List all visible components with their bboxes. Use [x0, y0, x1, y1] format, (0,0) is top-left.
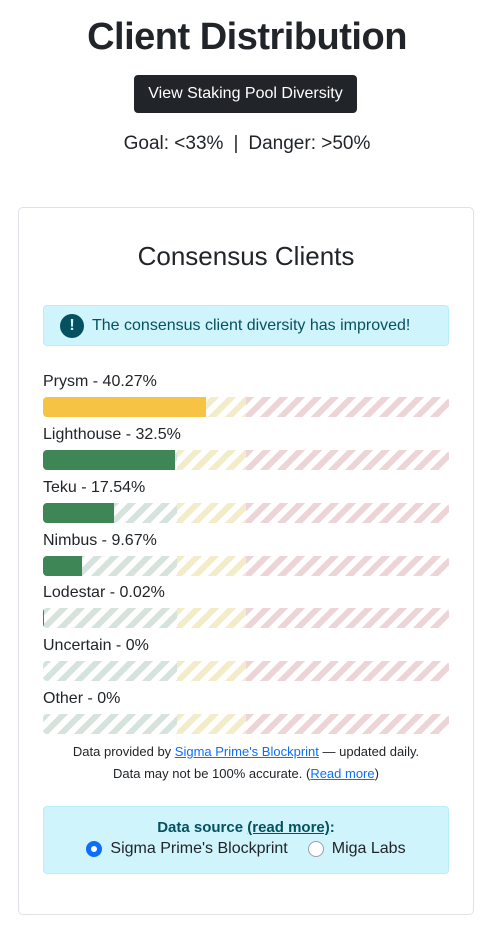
warning-zone	[176, 556, 246, 576]
client-lighthouse: Lighthouse - 32.5%	[43, 425, 449, 470]
progress-fill	[43, 450, 175, 470]
progress-bar	[43, 608, 449, 628]
danger-zone	[245, 661, 449, 681]
client-label: Nimbus - 9.67%	[43, 532, 157, 549]
accuracy-note-close: )	[374, 766, 379, 781]
good-zone	[43, 608, 177, 628]
client-teku: Teku - 17.54%	[43, 478, 449, 523]
goal-text: Goal: <33%	[123, 133, 224, 154]
alert-message: The consensus client diversity has impro…	[92, 316, 411, 334]
source-option-blockprint[interactable]: Sigma Prime's Blockprint	[86, 840, 288, 858]
data-source-options: Sigma Prime's Blockprint Miga Labs	[44, 840, 448, 858]
data-source-read-more-link[interactable]: (read more)	[247, 819, 330, 836]
danger-zone	[245, 714, 449, 734]
danger-zone	[245, 556, 449, 576]
accuracy-note: Data may not be 100% accurate. (	[113, 766, 311, 781]
source-option-label[interactable]: Miga Labs	[331, 840, 406, 857]
danger-zone	[245, 397, 449, 417]
goal-danger-thresholds: Goal: <33% | Danger: >50%	[0, 133, 494, 155]
client-prysm: Prysm - 40.27%	[43, 372, 449, 417]
exclamation-circle-icon: !	[60, 313, 84, 338]
good-zone	[43, 661, 177, 681]
client-label: Teku - 17.54%	[43, 479, 146, 496]
client-label: Other - 0%	[43, 690, 121, 707]
progress-bar	[43, 450, 449, 470]
separator: |	[233, 133, 239, 154]
progress-fill	[43, 556, 83, 576]
card-title: Consensus Clients	[137, 241, 355, 271]
client-label: Lodestar - 0.02%	[43, 584, 165, 601]
source-option-label[interactable]: Sigma Prime's Blockprint	[110, 840, 288, 857]
client-label: Uncertain - 0%	[43, 637, 149, 654]
warning-zone	[176, 608, 246, 628]
radio-checked-icon[interactable]	[86, 841, 103, 857]
danger-zone	[245, 503, 449, 523]
client-label: Lighthouse - 32.5%	[43, 426, 181, 443]
danger-text: Danger: >50%	[248, 133, 371, 154]
warning-zone	[176, 450, 246, 470]
client-other: Other - 0%	[43, 689, 449, 734]
source-option-miga-labs[interactable]: Miga Labs	[307, 840, 406, 858]
read-more-link[interactable]: Read more	[310, 766, 375, 781]
danger-zone	[245, 608, 449, 628]
progress-bar	[43, 714, 449, 734]
client-uncertain: Uncertain - 0%	[43, 636, 449, 681]
footnote-prefix: Data provided by	[72, 744, 175, 759]
warning-zone	[176, 503, 246, 523]
blockprint-link[interactable]: Sigma Prime's Blockprint	[174, 744, 319, 759]
warning-zone	[176, 661, 246, 681]
data-source-title: Data source (read more):	[44, 819, 448, 836]
data-footnote: Data provided by Sigma Prime's Blockprin…	[19, 741, 473, 785]
diversity-alert: ! The consensus client diversity has imp…	[43, 305, 449, 346]
page-title: Client Distribution	[87, 16, 407, 58]
client-lodestar: Lodestar - 0.02%	[43, 583, 449, 628]
client-label: Prysm - 40.27%	[43, 373, 157, 390]
progress-bar	[43, 661, 449, 681]
progress-bar	[43, 556, 449, 576]
footnote-suffix: — updated daily.	[318, 744, 420, 759]
progress-bar	[43, 503, 449, 523]
view-staking-pool-diversity-button[interactable]: View Staking Pool Diversity	[134, 75, 357, 113]
radio-unchecked-icon[interactable]	[307, 841, 324, 857]
warning-zone	[176, 714, 246, 734]
data-source-selector: Data source (read more): Sigma Prime's B…	[43, 806, 449, 874]
data-source-colon: :	[329, 819, 335, 836]
good-zone	[43, 714, 177, 734]
data-source-label: Data source	[157, 819, 248, 836]
progress-fill	[43, 397, 207, 417]
client-nimbus: Nimbus - 9.67%	[43, 531, 449, 576]
consensus-clients-card: Consensus Clients ! The consensus client…	[18, 207, 474, 915]
progress-fill	[43, 503, 115, 523]
danger-zone	[245, 450, 449, 470]
progress-bar	[43, 397, 449, 417]
